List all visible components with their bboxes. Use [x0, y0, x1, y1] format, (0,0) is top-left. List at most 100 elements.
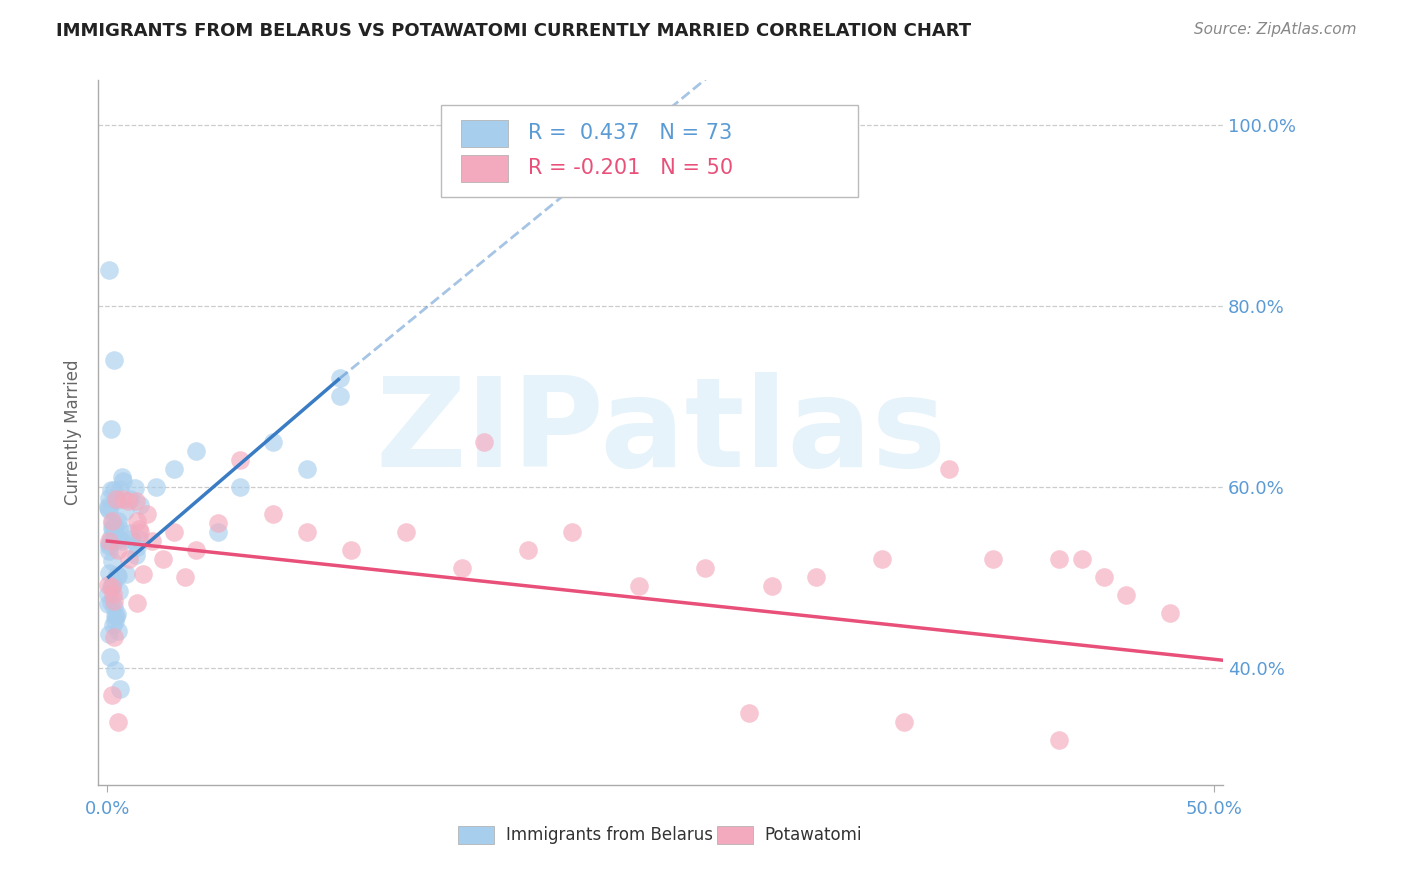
- Point: [981, 552, 1004, 566]
- Point: [118, 491, 141, 506]
- Point: [104, 491, 127, 506]
- Point: [893, 714, 915, 729]
- Point: [101, 514, 124, 528]
- Point: [1070, 552, 1092, 566]
- Point: [128, 522, 150, 536]
- Point: [103, 617, 125, 632]
- Point: [97, 578, 120, 592]
- Bar: [461, 120, 508, 146]
- Bar: [717, 826, 754, 844]
- Text: Source: ZipAtlas.com: Source: ZipAtlas.com: [1194, 22, 1357, 37]
- Point: [101, 554, 124, 568]
- Point: [117, 493, 139, 508]
- Text: ZIPatlas: ZIPatlas: [375, 372, 946, 493]
- Point: [132, 567, 155, 582]
- Point: [114, 504, 136, 518]
- Point: [163, 462, 186, 476]
- Point: [97, 597, 120, 611]
- Point: [107, 533, 129, 547]
- Point: [100, 580, 122, 594]
- Point: [105, 608, 128, 623]
- Point: [115, 566, 138, 581]
- Point: [295, 462, 318, 476]
- Point: [103, 594, 125, 608]
- Point: [104, 520, 127, 534]
- Point: [111, 470, 134, 484]
- Point: [101, 516, 124, 530]
- Point: [627, 579, 650, 593]
- Point: [152, 552, 174, 566]
- Point: [112, 474, 135, 488]
- Point: [98, 533, 121, 548]
- Point: [105, 568, 128, 582]
- Point: [103, 587, 125, 601]
- Point: [107, 624, 129, 638]
- Point: [125, 494, 148, 508]
- Point: [693, 561, 716, 575]
- Point: [124, 481, 146, 495]
- Point: [163, 524, 186, 539]
- Point: [207, 524, 229, 539]
- Point: [100, 483, 122, 497]
- Point: [111, 534, 134, 549]
- Point: [262, 434, 284, 449]
- Point: [184, 443, 207, 458]
- Point: [1047, 732, 1070, 747]
- Point: [97, 587, 120, 601]
- Point: [110, 482, 132, 496]
- Point: [98, 263, 121, 277]
- Point: [295, 524, 318, 539]
- Bar: [461, 155, 508, 182]
- Point: [97, 543, 120, 558]
- Point: [97, 491, 120, 506]
- Point: [118, 526, 141, 541]
- Point: [870, 552, 893, 566]
- Point: [129, 498, 152, 512]
- FancyBboxPatch shape: [441, 105, 858, 196]
- Point: [98, 650, 121, 665]
- Point: [561, 524, 583, 539]
- Bar: [458, 826, 495, 844]
- Point: [329, 389, 352, 403]
- Point: [450, 561, 472, 575]
- Text: Immigrants from Belarus: Immigrants from Belarus: [506, 826, 713, 844]
- Text: R =  0.437   N = 73: R = 0.437 N = 73: [529, 123, 733, 143]
- Point: [101, 580, 124, 594]
- Point: [105, 607, 128, 621]
- Point: [125, 514, 148, 528]
- Point: [120, 532, 142, 546]
- Y-axis label: Currently Married: Currently Married: [65, 359, 83, 506]
- Point: [100, 530, 122, 544]
- Point: [107, 568, 129, 582]
- Point: [103, 529, 125, 543]
- Point: [98, 540, 121, 554]
- Point: [207, 516, 229, 530]
- Point: [112, 492, 135, 507]
- Point: [145, 480, 167, 494]
- Point: [100, 688, 122, 702]
- Point: [97, 499, 120, 513]
- Point: [100, 595, 122, 609]
- Point: [104, 663, 127, 677]
- Point: [141, 534, 163, 549]
- Point: [108, 682, 131, 697]
- Point: [184, 543, 207, 558]
- Point: [103, 631, 125, 645]
- Point: [108, 583, 131, 598]
- Point: [101, 521, 124, 535]
- Point: [229, 480, 252, 494]
- Point: [101, 522, 124, 536]
- Point: [938, 462, 960, 476]
- Point: [103, 519, 125, 533]
- Text: Potawatomi: Potawatomi: [765, 826, 862, 844]
- Point: [103, 599, 125, 614]
- Point: [804, 570, 827, 584]
- Point: [97, 537, 120, 551]
- Point: [125, 540, 148, 554]
- Point: [173, 570, 195, 584]
- Point: [262, 507, 284, 521]
- Point: [104, 614, 127, 628]
- Point: [118, 552, 141, 566]
- Point: [97, 566, 120, 581]
- Point: [104, 609, 127, 624]
